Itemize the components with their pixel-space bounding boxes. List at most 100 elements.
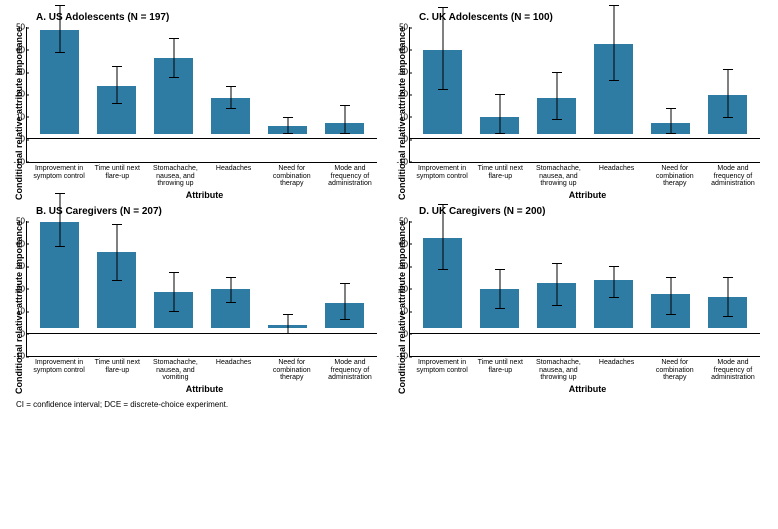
error-cap <box>55 5 65 6</box>
error-cap <box>340 105 350 106</box>
error-cap <box>666 108 676 109</box>
error-cap <box>226 277 236 278</box>
x-tick-label: Need for combination therapy <box>646 357 704 382</box>
error-cap <box>552 119 562 120</box>
plot-area: -1001020304050 <box>26 27 377 163</box>
error-cap <box>666 133 676 134</box>
error-bar <box>173 39 174 78</box>
bar-slot <box>585 27 642 162</box>
error-cap <box>609 266 619 267</box>
bar-slot <box>471 221 528 356</box>
error-cap <box>112 103 122 104</box>
error-cap <box>169 77 179 78</box>
error-cap <box>226 108 236 109</box>
y-tick: 20 <box>399 284 408 293</box>
error-cap <box>112 66 122 67</box>
y-tick: 50 <box>16 23 25 32</box>
error-bar <box>670 109 671 134</box>
error-cap <box>226 86 236 87</box>
error-bar <box>59 194 60 247</box>
bar-slot <box>259 221 316 356</box>
x-axis-label: Attribute <box>409 190 766 200</box>
bar-slot <box>414 27 471 162</box>
error-bar <box>344 106 345 134</box>
x-tick-label: Time until next flare-up <box>471 357 529 382</box>
error-cap <box>495 133 505 134</box>
error-bar <box>727 278 728 317</box>
error-bar <box>727 70 728 118</box>
error-cap <box>723 316 733 317</box>
y-tick: 30 <box>399 68 408 77</box>
error-bar <box>173 272 174 311</box>
error-cap <box>55 193 65 194</box>
bar-slot <box>528 221 585 356</box>
error-cap <box>283 133 293 134</box>
error-cap <box>552 263 562 264</box>
error-cap <box>438 204 448 205</box>
x-tick-label: Time until next flare-up <box>88 357 146 382</box>
bar-slot <box>202 27 259 162</box>
error-cap <box>340 319 350 320</box>
y-tick: 0 <box>404 329 408 338</box>
y-tick: -10 <box>396 157 408 166</box>
error-cap <box>609 297 619 298</box>
bar-slot <box>471 27 528 162</box>
error-bar <box>442 205 443 269</box>
error-bar <box>59 5 60 53</box>
panel-A: A. US Adolescents (N = 197)Conditional r… <box>12 12 383 200</box>
y-tick: -10 <box>396 352 408 361</box>
y-tick: 0 <box>404 135 408 144</box>
y-tick: -10 <box>13 157 25 166</box>
chart-grid: A. US Adolescents (N = 197)Conditional r… <box>12 12 766 394</box>
error-cap <box>169 272 179 273</box>
error-cap <box>438 89 448 90</box>
error-cap <box>723 277 733 278</box>
bars-container <box>410 221 760 356</box>
bar-slot <box>145 221 202 356</box>
bar-slot <box>699 221 756 356</box>
y-tick: 40 <box>16 239 25 248</box>
error-cap <box>666 277 676 278</box>
bars-container <box>27 27 377 162</box>
y-tick: 50 <box>16 217 25 226</box>
x-tick-label: Stomachache, nausea, and vomiting <box>146 357 204 382</box>
bar-slot <box>585 221 642 356</box>
x-tick-label: Mode and frequency of administration <box>704 357 762 382</box>
x-ticks: Improvement in symptom controlTime until… <box>409 163 766 188</box>
error-bar <box>556 264 557 306</box>
bar-slot <box>202 221 259 356</box>
error-cap <box>112 280 122 281</box>
bar-slot <box>642 27 699 162</box>
error-bar <box>116 67 117 103</box>
bars-container <box>27 221 377 356</box>
y-tick: 10 <box>399 112 408 121</box>
bars-container <box>410 27 760 162</box>
error-cap <box>438 269 448 270</box>
y-tick: 30 <box>16 262 25 271</box>
y-tick: 20 <box>399 90 408 99</box>
error-cap <box>552 72 562 73</box>
x-tick-label: Need for combination therapy <box>263 357 321 382</box>
panel-title-C: C. UK Adolescents (N = 100) <box>419 12 766 23</box>
y-tick: 20 <box>16 284 25 293</box>
x-tick-label: Improvement in symptom control <box>413 163 471 188</box>
chart-wrap: Conditional relative attribute importanc… <box>395 27 766 200</box>
x-axis-label: Attribute <box>409 384 766 394</box>
y-tick: 30 <box>399 262 408 271</box>
error-cap <box>340 283 350 284</box>
error-cap <box>283 333 293 334</box>
error-bar <box>556 72 557 120</box>
panel-B: B. US Caregivers (N = 207)Conditional re… <box>12 206 383 394</box>
y-tick: 50 <box>399 23 408 32</box>
error-cap <box>340 133 350 134</box>
chart-wrap: Conditional relative attribute importanc… <box>12 221 383 394</box>
x-tick-label: Need for combination therapy <box>263 163 321 188</box>
y-tick: 20 <box>16 90 25 99</box>
bar-slot <box>88 221 145 356</box>
error-cap <box>169 311 179 312</box>
x-tick-label: Headaches <box>588 163 646 188</box>
x-tick-label: Stomachache, nausea, and throwing up <box>146 163 204 188</box>
error-bar <box>442 8 443 89</box>
error-cap <box>495 308 505 309</box>
plot-area: -1001020304050 <box>409 27 760 163</box>
